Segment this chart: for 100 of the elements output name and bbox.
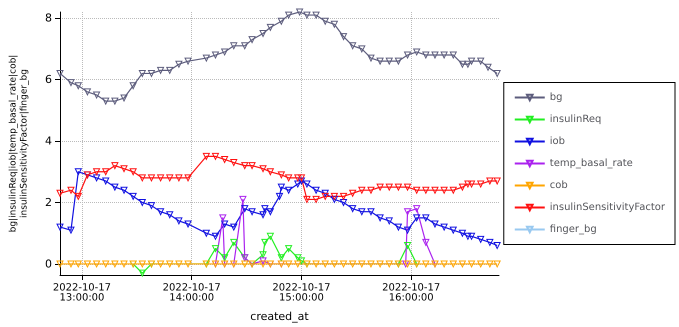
point [278,171,285,178]
point [468,260,476,268]
point [184,58,192,65]
point [102,168,110,176]
x-axis-title: created_at [250,310,310,323]
point [120,94,128,102]
point [219,214,226,222]
point [458,260,466,268]
point [260,260,267,268]
point [212,52,219,59]
point [450,52,457,59]
point [413,214,420,222]
point [138,70,146,77]
point [175,260,182,268]
point [202,230,210,237]
point [464,60,472,68]
point [303,196,310,203]
point [322,190,329,197]
point [340,260,348,268]
point [294,260,302,268]
point [440,224,448,231]
point [138,198,146,206]
point [67,186,74,194]
point [221,254,228,262]
point [404,184,412,191]
point [93,260,100,268]
point [450,260,457,268]
point [241,205,248,212]
point [386,217,393,224]
point [422,238,430,246]
point [494,177,501,184]
legend-label: cob [550,180,568,191]
point [298,174,305,182]
point [494,242,501,250]
point [376,58,384,65]
point [458,184,466,191]
point [294,180,302,188]
point [157,208,164,216]
point [358,45,366,52]
point [102,260,110,268]
point [376,184,384,191]
point [74,168,82,176]
point [312,196,320,203]
y-tick-label: 4 [45,134,52,148]
point [56,224,64,231]
point [276,192,283,200]
point [93,168,100,176]
point [358,186,366,194]
point [367,54,374,62]
point [74,82,82,90]
point [422,214,430,222]
point [175,60,182,68]
point [175,174,182,182]
point [486,260,494,268]
legend-label: insulinSensitivityFactor [550,202,666,213]
point [413,48,420,56]
point [494,70,501,77]
x-tick-label: 2022-10-17 14:00:00 [162,282,221,304]
point [84,88,91,96]
point [486,177,494,184]
point [212,152,219,160]
point [367,260,374,268]
point [248,162,256,170]
point [138,270,146,277]
point [330,192,338,200]
point [296,8,304,16]
point [450,226,457,234]
y-tick-label: 8 [45,12,52,25]
point [468,232,476,240]
point [386,58,393,65]
point [248,36,256,44]
point [166,174,174,182]
point [404,260,412,268]
point [260,30,267,38]
point [322,260,329,268]
point [440,52,448,59]
point [450,186,457,194]
point [312,12,320,19]
point [349,260,356,268]
point [458,60,466,68]
point [239,196,246,203]
point [166,260,174,268]
point [340,192,348,200]
point [56,190,64,197]
point [376,260,384,268]
point [84,260,91,268]
point [102,177,110,184]
point [294,174,302,182]
point [138,260,146,268]
point [394,58,402,65]
point [422,52,430,59]
point [367,186,374,194]
point [148,174,155,182]
legend-label: iob [550,136,566,147]
y-axis-title: bg|insulinReq|iob|temp_basal_rate|cob|insulinSensitivityFactor|finger_bg [8,54,30,232]
point [386,260,393,268]
y-tick-label: 6 [45,73,52,86]
legend-label: insulinReq [550,114,602,125]
point [404,226,412,234]
point [312,260,320,268]
